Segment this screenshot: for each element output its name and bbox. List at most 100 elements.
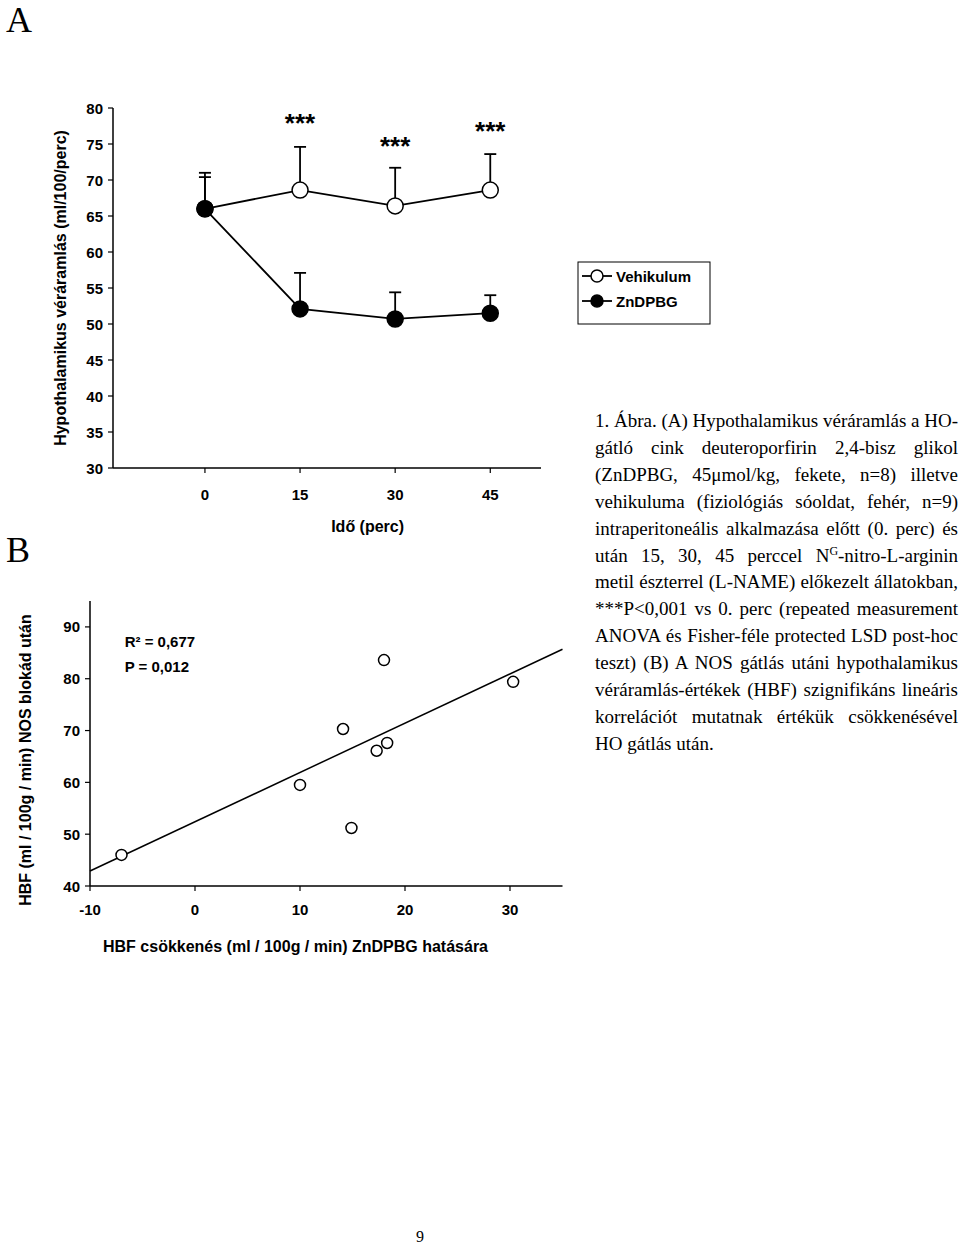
- y-tick: [108, 143, 113, 144]
- x-tick: [204, 468, 205, 473]
- caption: 1. Ábra. (A) Hypothalamikus véráramlás a…: [595, 408, 958, 758]
- y-tick: [108, 323, 113, 324]
- x-tick: [395, 468, 396, 473]
- significance: ***: [285, 108, 316, 138]
- trendline: [90, 649, 563, 871]
- legend-marker: [591, 270, 603, 282]
- x-tick-label: 20: [397, 901, 414, 918]
- chart-b: 405060708090-100102030HBF csökkenés (ml …: [6, 530, 563, 955]
- marker: [346, 822, 357, 833]
- y-tick: [85, 834, 90, 835]
- x-tick: [89, 886, 90, 891]
- marker: [338, 723, 349, 734]
- y-tick: [108, 395, 113, 396]
- stat-annotation: P = 0,012: [125, 658, 189, 675]
- y-tick-label: 55: [86, 280, 103, 297]
- y-tick: [108, 215, 113, 216]
- y-tick: [108, 431, 113, 432]
- error-bar-cap: [294, 272, 306, 274]
- marker: [197, 201, 213, 217]
- y-tick: [108, 107, 113, 108]
- panel-label: B: [6, 530, 30, 570]
- y-tick: [85, 782, 90, 783]
- legend-box: [578, 262, 710, 324]
- legend: Vehikulum ZnDPBG: [578, 262, 710, 324]
- error-bar-cap: [389, 291, 401, 293]
- legend-label: ZnDPBG: [616, 293, 678, 310]
- y-tick-label: 40: [86, 388, 103, 405]
- series-line: [205, 190, 490, 209]
- marker: [382, 737, 393, 748]
- y-tick-label: 70: [63, 722, 80, 739]
- y-tick: [85, 626, 90, 627]
- x-tick-label: 45: [482, 486, 499, 503]
- series-line: [205, 209, 490, 319]
- marker: [292, 301, 308, 317]
- marker: [292, 182, 308, 198]
- marker: [379, 655, 390, 666]
- x-axis-title: HBF csökkenés (ml / 100g / min) ZnDPBG h…: [103, 938, 488, 955]
- y-axis-title: HBF (ml / 100g / min) NOS blokád után: [17, 614, 34, 906]
- error-bar-cap: [389, 167, 401, 169]
- y-tick-label: 60: [63, 774, 80, 791]
- x-axis: [90, 885, 563, 887]
- y-tick-label: 50: [63, 826, 80, 843]
- significance: ***: [380, 131, 411, 161]
- x-axis: [113, 467, 541, 469]
- x-tick: [404, 886, 405, 891]
- y-tick-label: 90: [63, 618, 80, 635]
- y-tick-label: 45: [86, 352, 103, 369]
- figure: 30 35 40 45 50 55 60 65 70 75 80 0 15 30 45 Idő (perc) H…: [0, 0, 960, 1247]
- y-tick-label: 70: [86, 172, 103, 189]
- y-tick-label: 30: [86, 460, 103, 477]
- y-tick-label: 35: [86, 424, 103, 441]
- error-bar-cap: [199, 172, 211, 174]
- y-tick: [85, 678, 90, 679]
- marker: [371, 745, 382, 756]
- caption-text: -nitro-L-arginin metil észterrel (L-NAME…: [595, 545, 958, 754]
- x-axis-title: Idő (perc): [331, 518, 404, 535]
- x-tick-label: 15: [292, 486, 309, 503]
- panel-label: A: [6, 0, 32, 40]
- y-tick-label: 65: [86, 208, 103, 225]
- plot-a: [197, 147, 498, 327]
- y-tick: [108, 359, 113, 360]
- x-tick-label: -10: [79, 901, 101, 918]
- x-tick: [509, 886, 510, 891]
- marker: [197, 201, 213, 217]
- x-tick-label: 0: [201, 486, 209, 503]
- error-bar-cap: [484, 153, 496, 155]
- x-tick: [299, 468, 300, 473]
- error-bar-cap: [294, 146, 306, 148]
- marker: [116, 849, 127, 860]
- y-tick-label: 60: [86, 244, 103, 261]
- x-tick-label: 30: [387, 486, 404, 503]
- x-tick: [490, 468, 491, 473]
- page-number: 9: [416, 1228, 424, 1245]
- plot-b: [90, 649, 563, 871]
- x-tick: [299, 886, 300, 891]
- marker: [295, 779, 306, 790]
- y-tick-label: 40: [63, 878, 80, 895]
- error-bar-cap: [484, 294, 496, 296]
- y-tick: [108, 467, 113, 468]
- y-tick: [85, 730, 90, 731]
- marker: [387, 311, 403, 327]
- x-tick-label: 0: [191, 901, 199, 918]
- legend-label: Vehikulum: [616, 268, 691, 285]
- y-tick: [108, 287, 113, 288]
- y-tick-label: 80: [86, 100, 103, 117]
- y-tick: [85, 885, 90, 886]
- significance: ***: [475, 116, 506, 146]
- y-tick-label: 75: [86, 136, 103, 153]
- legend-marker: [591, 295, 603, 307]
- y-axis-title: Hypothalamikus véráramlás (ml/100/perc): [52, 130, 69, 446]
- y-axis: [89, 601, 91, 886]
- caption-superscript: G: [829, 543, 838, 557]
- x-tick-label: 10: [292, 901, 309, 918]
- marker: [482, 305, 498, 321]
- y-tick: [108, 251, 113, 252]
- marker: [482, 182, 498, 198]
- y-tick-label: 50: [86, 316, 103, 333]
- y-tick-label: 80: [63, 670, 80, 687]
